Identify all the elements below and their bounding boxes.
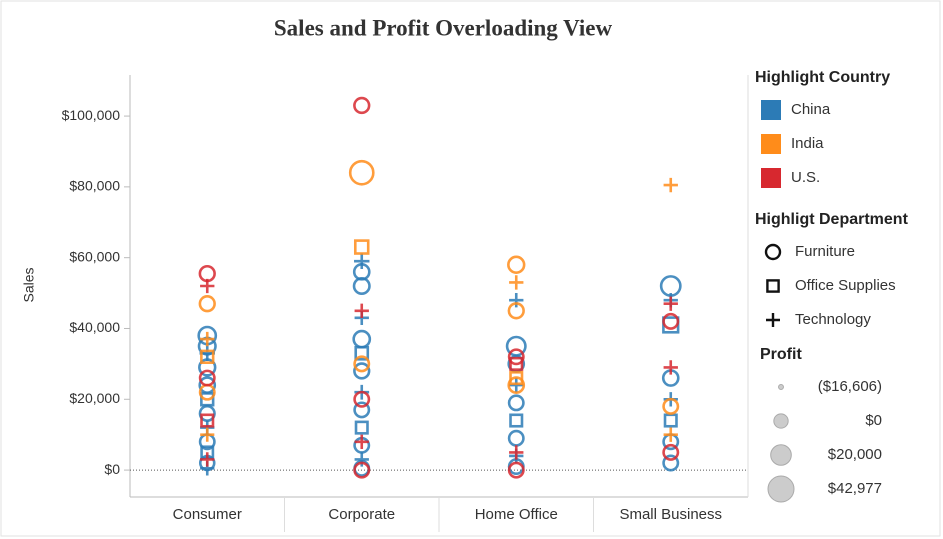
- point: [662, 397, 680, 415]
- x-tick-label: Corporate: [328, 506, 395, 523]
- size-legend-marker: [767, 475, 795, 503]
- size-legend-label: $20,000: [828, 446, 882, 463]
- size-legend-marker: [773, 413, 789, 429]
- legend-swatch: [761, 134, 781, 154]
- point: [663, 296, 678, 311]
- shape-legend-marker: [766, 279, 780, 293]
- point: [507, 302, 525, 320]
- shape-legend-label: Furniture: [795, 243, 855, 260]
- y-tick-label: $60,000: [69, 248, 120, 264]
- point: [348, 159, 375, 186]
- point: [200, 278, 215, 294]
- legend-swatch: [761, 100, 781, 120]
- chart-title: Sales and Profit Overloading View: [274, 15, 613, 40]
- point: [354, 253, 370, 269]
- x-tick-label: Small Business: [619, 506, 722, 523]
- point: [200, 349, 215, 364]
- size-legend-title: Profit: [760, 346, 802, 363]
- point: [200, 413, 215, 428]
- point: [354, 434, 369, 449]
- point: [509, 356, 524, 371]
- point: [662, 312, 680, 330]
- shape-legend-title: Highligt Department: [755, 211, 909, 228]
- size-legend-marker: [778, 384, 784, 390]
- x-tick-label: Home Office: [475, 506, 558, 523]
- point: [663, 427, 678, 442]
- point: [353, 239, 370, 255]
- point: [198, 295, 216, 313]
- legend-swatch: [761, 168, 781, 188]
- point: [509, 275, 524, 290]
- point: [507, 348, 525, 366]
- point: [508, 377, 524, 393]
- legend-title: Highlight Country: [755, 69, 890, 86]
- point: [353, 461, 371, 479]
- point: [663, 360, 678, 375]
- size-legend-marker: [770, 444, 792, 466]
- x-tick-label: Consumer: [173, 506, 242, 523]
- point: [662, 454, 680, 472]
- y-tick-label: $0: [104, 461, 120, 477]
- point: [354, 420, 369, 435]
- size-legend-label: $42,977: [828, 480, 882, 497]
- y-tick-label: $100,000: [62, 107, 121, 123]
- point: [507, 461, 525, 479]
- point: [663, 177, 678, 193]
- point: [354, 452, 369, 467]
- shape-legend-label: Office Supplies: [795, 277, 896, 294]
- y-tick-label: $40,000: [69, 319, 120, 335]
- legend-label: China: [791, 101, 831, 118]
- point: [200, 452, 215, 467]
- point: [352, 276, 371, 296]
- point: [200, 427, 215, 442]
- point: [662, 443, 680, 461]
- point: [507, 376, 526, 394]
- point: [200, 331, 215, 347]
- shape-legend-label: Technology: [795, 311, 871, 328]
- point: [198, 369, 216, 387]
- point: [353, 96, 371, 115]
- y-tick-label: $80,000: [69, 178, 120, 194]
- size-legend-label: ($16,606): [818, 378, 882, 395]
- legend-label: U.S.: [791, 169, 820, 186]
- point: [509, 371, 524, 386]
- point: [354, 303, 369, 318]
- point: [353, 355, 371, 373]
- shape-legend-marker: [766, 313, 780, 327]
- point: [509, 292, 524, 308]
- point: [507, 255, 526, 274]
- point: [353, 362, 371, 380]
- size-legend-label: $0: [865, 412, 882, 429]
- point: [509, 413, 524, 428]
- point: [353, 401, 371, 419]
- y-axis-label: Sales: [21, 267, 37, 302]
- legend-label: India: [791, 135, 824, 152]
- point: [354, 345, 370, 361]
- y-tick-label: $20,000: [69, 390, 120, 406]
- point: [509, 445, 524, 460]
- point: [353, 390, 371, 408]
- point: [507, 394, 525, 412]
- shape-legend-marker: [764, 243, 782, 261]
